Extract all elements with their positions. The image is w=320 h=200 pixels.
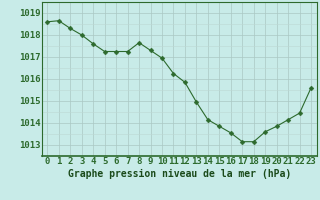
X-axis label: Graphe pression niveau de la mer (hPa): Graphe pression niveau de la mer (hPa) [68, 169, 291, 179]
